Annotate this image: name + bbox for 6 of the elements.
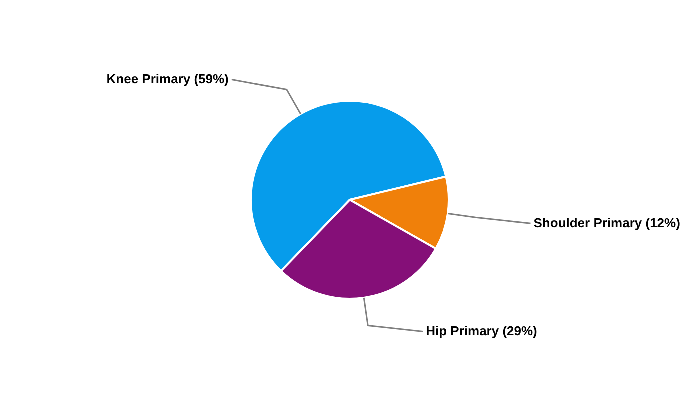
data-label: (12%) <box>646 215 680 230</box>
slice-label: Shoulder Primary <box>534 215 643 230</box>
data-label: (29%) <box>502 323 538 338</box>
data-label: (59%) <box>194 71 229 86</box>
slice-label: Knee Primary <box>106 71 192 86</box>
slice-label: Hip Primary <box>426 323 500 338</box>
